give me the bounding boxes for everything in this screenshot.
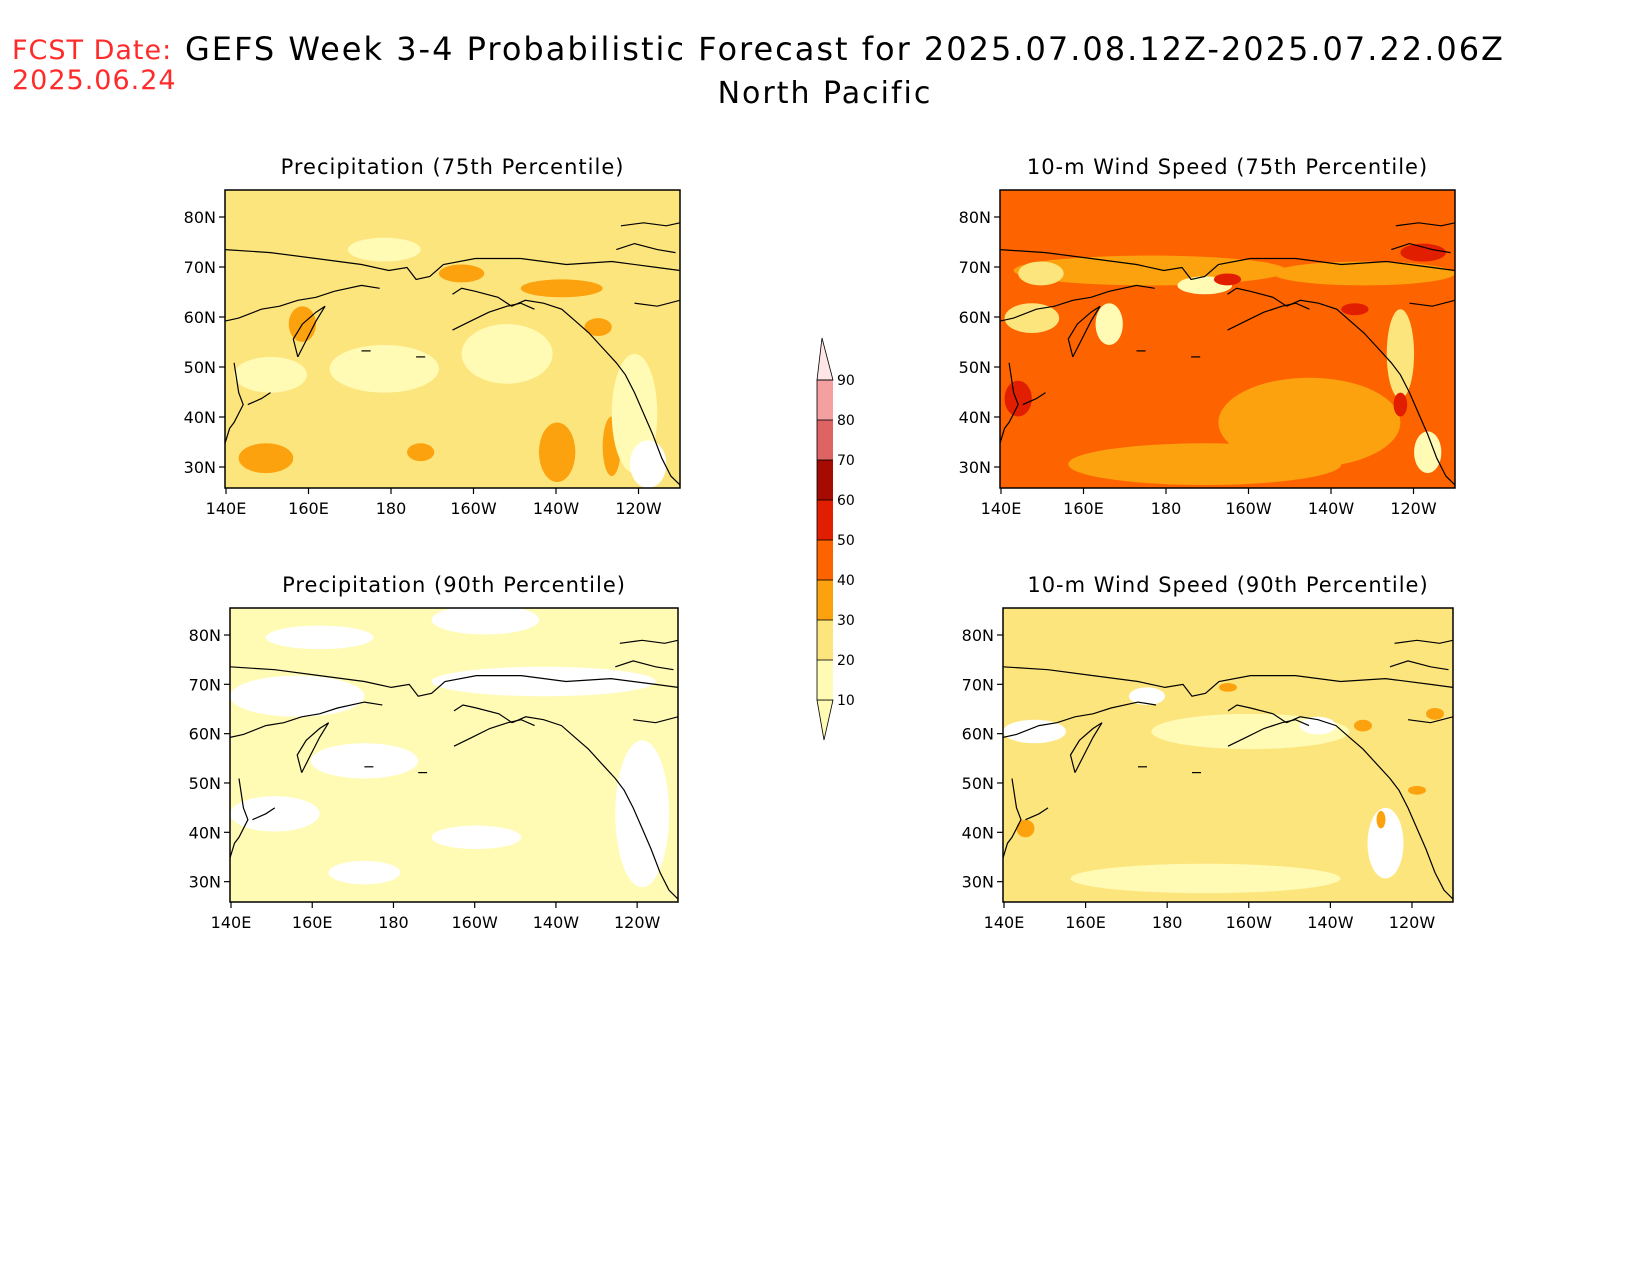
lat-tick-label: 30N	[959, 458, 991, 477]
colorbar-segment	[817, 460, 833, 500]
lon-tick-label: 120W	[1390, 499, 1437, 518]
lon-tick-label: 180	[376, 499, 407, 518]
colorbar-lower-triangle	[816, 699, 834, 741]
lat-tick-label: 70N	[189, 675, 221, 694]
lat-tick-label: 50N	[189, 774, 221, 793]
lon-tick-label: 140E	[211, 913, 252, 932]
lon-tick-label: 120W	[615, 499, 662, 518]
lon-tick-label: 140W	[533, 913, 580, 932]
lon-tick-label: 120W	[1389, 913, 1436, 932]
coastlines	[1000, 222, 1455, 486]
lon-tick-label: 140E	[981, 499, 1022, 518]
lon-tick-label: 180	[1152, 913, 1183, 932]
colorbar-label: 70	[837, 453, 855, 469]
coastlines	[225, 222, 680, 486]
lat-tick-label: 70N	[184, 258, 216, 277]
panel-title: 10-m Wind Speed (90th Percentile)	[1027, 573, 1428, 597]
field-shading	[225, 190, 680, 488]
lon-tick-label: 180	[378, 913, 409, 932]
field-shading	[230, 608, 678, 902]
lon-tick-label: 140E	[984, 913, 1025, 932]
lat-tick-label: 80N	[959, 208, 991, 227]
lat-tick-label: 70N	[959, 258, 991, 277]
map-panel-precip-90: Precipitation (90th Percentile) 140E 160E 1…	[189, 573, 679, 932]
lat-tick-label: 60N	[184, 308, 216, 327]
colorbar-label: 40	[837, 573, 855, 589]
forecast-date-label: FCST Date:	[12, 35, 173, 66]
coastlines	[230, 639, 678, 900]
colorbar-label: 30	[837, 613, 855, 629]
map-panel-wind-90: 10-m Wind Speed (90th Percentile) 140E 160…	[962, 573, 1454, 932]
lon-tick-label: 160W	[450, 499, 497, 518]
region-subtitle: North Pacific	[717, 76, 933, 111]
lat-tick-label: 80N	[184, 208, 216, 227]
panel-frame	[224, 189, 681, 489]
lat-tick-label: 50N	[959, 358, 991, 377]
lon-tick-label: 160W	[452, 913, 499, 932]
field-shading	[1003, 608, 1453, 902]
lon-tick-label: 160W	[1225, 499, 1272, 518]
coastlines	[1003, 639, 1453, 900]
lat-tick-label: 30N	[962, 873, 994, 892]
panel-frame	[229, 607, 679, 903]
map-panel-precip-75: Precipitation (75th Percentile) 140E 160E 1…	[184, 155, 681, 518]
lon-tick-label: 140E	[206, 499, 247, 518]
panel-title: 10-m Wind Speed (75th Percentile)	[1027, 155, 1428, 179]
panel-title: Precipitation (75th Percentile)	[281, 155, 625, 179]
field-shading	[1000, 190, 1455, 488]
lat-tick-label: 60N	[189, 725, 221, 744]
colorbar-label: 80	[837, 413, 855, 429]
colorbar-segment	[817, 620, 833, 660]
colorbar: 10 20 30 40 50 60 70 80 90	[816, 337, 855, 741]
lat-tick-label: 60N	[962, 725, 994, 744]
colorbar-segment	[817, 500, 833, 540]
forecast-date-value: 2025.06.24	[12, 65, 177, 96]
lat-tick-label: 40N	[189, 823, 221, 842]
colorbar-label: 60	[837, 493, 855, 509]
colorbar-segment	[817, 380, 833, 420]
lat-tick-label: 40N	[962, 823, 994, 842]
map-panel-wind-75: 10-m Wind Speed (75th Percentile) 140E 160…	[959, 155, 1456, 518]
colorbar-label: 10	[837, 693, 855, 709]
page-title: GEFS Week 3-4 Probabilistic Forecast for…	[185, 30, 1505, 68]
lon-tick-label: 160E	[1065, 913, 1106, 932]
colorbar-label: 90	[837, 373, 855, 389]
colorbar-label: 20	[837, 653, 855, 669]
lat-tick-label: 70N	[962, 675, 994, 694]
lon-tick-label: 140W	[533, 499, 580, 518]
lat-tick-label: 30N	[189, 873, 221, 892]
panel-frame	[1002, 607, 1454, 903]
lon-tick-label: 180	[1151, 499, 1182, 518]
lon-tick-label: 160E	[288, 499, 329, 518]
lat-tick-label: 60N	[959, 308, 991, 327]
colorbar-segment	[817, 580, 833, 620]
lat-tick-label: 50N	[962, 774, 994, 793]
lon-tick-label: 160E	[1063, 499, 1104, 518]
lon-tick-label: 160W	[1226, 913, 1273, 932]
colorbar-segment	[817, 420, 833, 460]
colorbar-segment	[817, 660, 833, 700]
lon-tick-label: 160E	[292, 913, 333, 932]
colorbar-label: 50	[837, 533, 855, 549]
panel-title: Precipitation (90th Percentile)	[282, 573, 626, 597]
lon-tick-label: 140W	[1308, 499, 1355, 518]
colorbar-upper-triangle	[816, 337, 834, 381]
colorbar-segment	[817, 540, 833, 580]
lat-tick-label: 50N	[184, 358, 216, 377]
lat-tick-label: 30N	[184, 458, 216, 477]
lat-tick-label: 80N	[962, 626, 994, 645]
lon-tick-label: 140W	[1307, 913, 1354, 932]
lat-tick-label: 80N	[189, 626, 221, 645]
panel-frame	[999, 189, 1456, 489]
lon-tick-label: 120W	[614, 913, 661, 932]
lat-tick-label: 40N	[959, 408, 991, 427]
lat-tick-label: 40N	[184, 408, 216, 427]
